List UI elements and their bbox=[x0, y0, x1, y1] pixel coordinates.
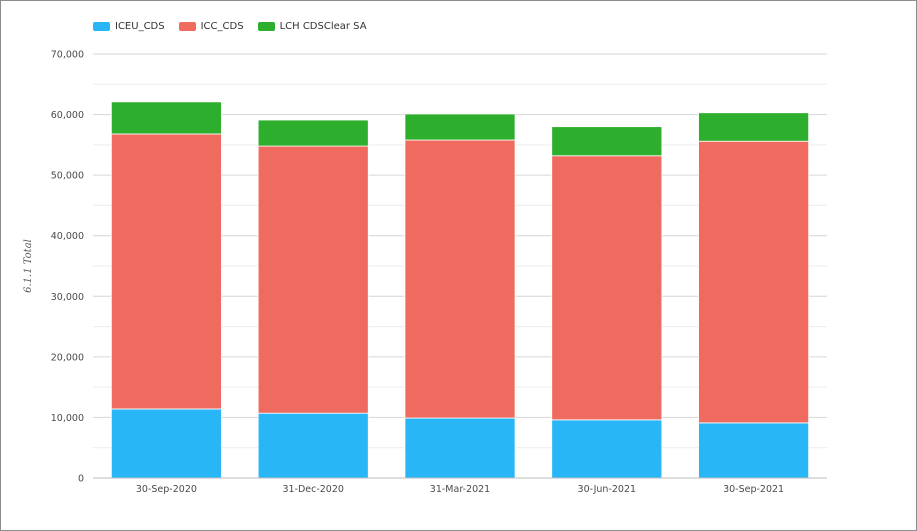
legend-item-lch-cdsclear[interactable]: LCH CDSClear SA bbox=[257, 21, 367, 32]
y-axis-label: 6.1.1 Total bbox=[23, 239, 34, 293]
legend-label-icc-cds: ICC_CDS bbox=[200, 21, 244, 32]
x-tick-label: 30-Sep-2020 bbox=[136, 484, 197, 495]
bar-segment-lch-cdsclear-sa-4[interactable] bbox=[698, 112, 810, 142]
bar-segment-lch-cdsclear-sa-2[interactable] bbox=[404, 113, 516, 141]
legend-swatch-lch-cdsclear bbox=[257, 22, 275, 31]
legend-swatch-iceu-cds bbox=[93, 22, 110, 31]
y-tick-label: 70,000 bbox=[51, 50, 84, 61]
bar-segment-icc-cds-4[interactable] bbox=[698, 140, 810, 424]
bar-segment-lch-cdsclear-sa-1[interactable] bbox=[257, 119, 369, 147]
y-tick-label: 30,000 bbox=[51, 292, 84, 303]
bar-segment-lch-cdsclear-sa-0[interactable] bbox=[110, 101, 222, 135]
bar-segment-iceu-cds-1[interactable] bbox=[257, 412, 369, 479]
bar-segment-iceu-cds-4[interactable] bbox=[698, 422, 810, 479]
bar-segment-iceu-cds-3[interactable] bbox=[551, 419, 663, 479]
bar-segment-lch-cdsclear-sa-3[interactable] bbox=[551, 126, 663, 157]
bar-segment-icc-cds-1[interactable] bbox=[257, 145, 369, 414]
bar-segment-icc-cds-0[interactable] bbox=[110, 133, 222, 410]
x-tick-label: 31-Dec-2020 bbox=[282, 484, 344, 495]
bar-segment-iceu-cds-2[interactable] bbox=[404, 417, 516, 479]
bar-segment-icc-cds-2[interactable] bbox=[404, 139, 516, 419]
legend-label-lch-cdsclear: LCH CDSClear SA bbox=[279, 21, 367, 32]
legend-item-icc-cds[interactable]: ICC_CDS bbox=[178, 21, 244, 32]
y-tick-label: 20,000 bbox=[51, 352, 84, 363]
y-tick-label: 40,000 bbox=[51, 231, 84, 242]
bars bbox=[110, 101, 810, 479]
legend-label-iceu-cds: ICEU_CDS bbox=[115, 21, 165, 32]
y-tick-label: 50,000 bbox=[51, 171, 84, 182]
x-axis-ticks: 30-Sep-2020 31-Dec-2020 31-Mar-2021 30-Jun-… bbox=[136, 484, 784, 495]
x-tick-label: 31-Mar-2021 bbox=[430, 484, 490, 495]
x-tick-label: 30-Sep-2021 bbox=[723, 484, 784, 495]
y-tick-label: 10,000 bbox=[51, 413, 84, 424]
y-tick-label: 0 bbox=[78, 474, 84, 485]
legend-swatch-icc-cds bbox=[178, 22, 196, 31]
x-tick-label: 30-Jun-2021 bbox=[578, 484, 637, 495]
bar-segment-icc-cds-3[interactable] bbox=[551, 155, 663, 421]
legend-item-iceu-cds[interactable]: ICEU_CDS bbox=[93, 21, 165, 32]
bar-segment-iceu-cds-0[interactable] bbox=[110, 408, 222, 479]
y-axis-ticks: 0 10,000 20,000 30,000 40,000 50,000 60,000 70,… bbox=[51, 50, 84, 485]
chart-legend: ICEU_CDS ICC_CDS LCH CDSClear SA bbox=[93, 21, 367, 32]
y-tick-label: 60,000 bbox=[51, 110, 84, 121]
